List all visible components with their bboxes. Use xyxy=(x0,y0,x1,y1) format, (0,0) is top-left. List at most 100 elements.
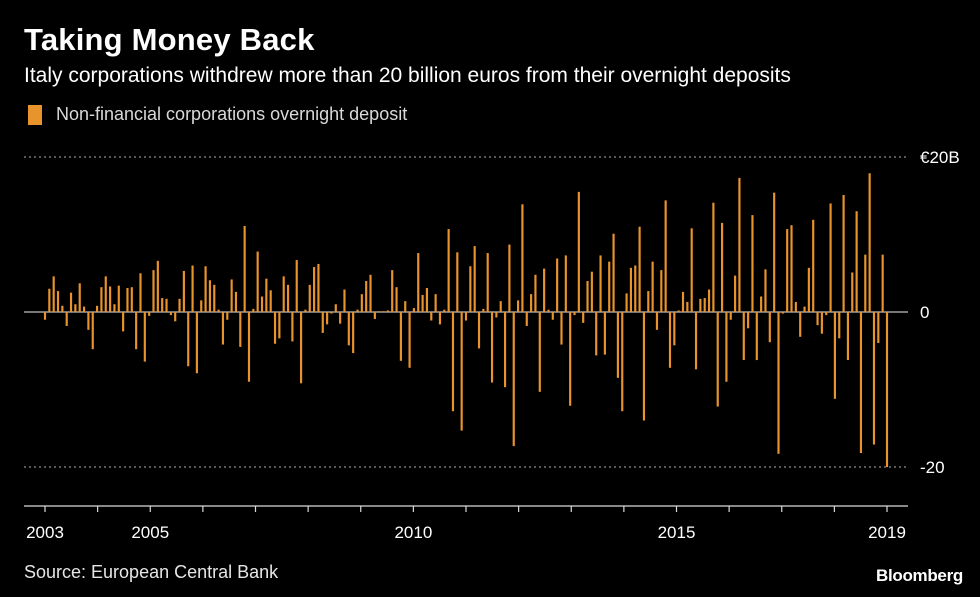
bar xyxy=(738,177,741,312)
x-tick-label: 2019 xyxy=(868,523,906,542)
bar xyxy=(200,300,203,312)
bar xyxy=(881,254,884,312)
bar xyxy=(490,312,494,383)
bar xyxy=(213,284,216,312)
x-tick-label: 2005 xyxy=(131,523,169,542)
bar xyxy=(82,306,86,312)
bar xyxy=(720,222,724,312)
bar xyxy=(395,287,398,312)
bar xyxy=(313,267,316,312)
bar xyxy=(126,287,129,312)
bar xyxy=(48,288,51,312)
bar xyxy=(226,312,229,320)
bar xyxy=(113,304,116,312)
legend-swatch xyxy=(28,104,42,125)
y-tick-label: -20 xyxy=(920,458,945,477)
bar xyxy=(417,253,420,312)
bar xyxy=(799,312,802,337)
x-tick-label: 2015 xyxy=(658,523,696,542)
bar xyxy=(551,312,554,320)
bar xyxy=(399,312,402,361)
bar xyxy=(512,312,515,447)
bar xyxy=(373,312,376,319)
bar xyxy=(169,312,172,316)
bar xyxy=(690,228,693,312)
bar xyxy=(716,312,719,407)
bar xyxy=(191,265,194,312)
bar xyxy=(391,270,394,312)
bar xyxy=(247,312,251,382)
bar xyxy=(339,312,342,324)
bar xyxy=(412,308,416,312)
bar xyxy=(239,312,242,347)
bar xyxy=(825,312,828,316)
bar xyxy=(681,291,685,312)
bar xyxy=(642,312,646,421)
bar xyxy=(655,312,659,330)
bar xyxy=(807,267,810,312)
bar xyxy=(859,312,863,454)
bar xyxy=(742,312,745,361)
bar xyxy=(321,312,324,333)
axis-labels: €20B 0 -20 2003 2005 2010 2015 2019 xyxy=(26,148,960,542)
bar xyxy=(343,289,346,312)
bar xyxy=(265,278,268,312)
bar xyxy=(87,312,90,330)
bar xyxy=(56,291,60,312)
bar xyxy=(443,309,446,312)
bar xyxy=(573,312,576,316)
bar xyxy=(74,304,77,312)
bar xyxy=(430,312,433,321)
bar xyxy=(556,258,559,312)
bar xyxy=(538,312,541,392)
bar xyxy=(534,274,537,312)
bar xyxy=(122,312,125,332)
bar xyxy=(451,312,455,412)
bar xyxy=(694,312,698,370)
bar xyxy=(547,309,550,312)
bar xyxy=(629,267,633,312)
bar xyxy=(612,233,615,312)
bar xyxy=(564,255,567,312)
bar xyxy=(104,276,107,312)
bar xyxy=(61,305,64,312)
bar xyxy=(360,294,363,312)
bar xyxy=(486,253,489,312)
bar xyxy=(838,312,841,339)
bars xyxy=(43,173,889,467)
bar xyxy=(660,270,663,312)
bar xyxy=(855,211,858,312)
bar xyxy=(326,312,329,325)
bar xyxy=(135,312,138,350)
bar xyxy=(577,191,580,312)
bar xyxy=(195,312,198,374)
bar xyxy=(334,304,337,312)
bar xyxy=(803,306,806,312)
bar xyxy=(846,312,850,361)
bar xyxy=(456,252,459,312)
bar xyxy=(833,312,837,399)
bar xyxy=(421,294,424,312)
bar xyxy=(525,312,528,326)
bar xyxy=(621,312,624,412)
bar xyxy=(269,290,272,312)
bar xyxy=(382,311,385,312)
bar xyxy=(299,312,303,384)
bar xyxy=(495,312,498,318)
bar xyxy=(434,294,437,312)
bar xyxy=(460,312,463,431)
bar xyxy=(599,255,602,312)
y-tick-label: €20B xyxy=(920,148,960,167)
bar xyxy=(516,300,520,312)
bar xyxy=(243,225,246,312)
bar xyxy=(790,225,793,312)
bar xyxy=(408,312,411,368)
bar xyxy=(773,192,776,312)
bar xyxy=(729,312,732,320)
bar xyxy=(712,202,715,312)
x-tick-label: 2010 xyxy=(394,523,432,542)
y-tick-label: 0 xyxy=(920,303,929,322)
bar xyxy=(252,308,255,312)
bar xyxy=(477,312,481,349)
